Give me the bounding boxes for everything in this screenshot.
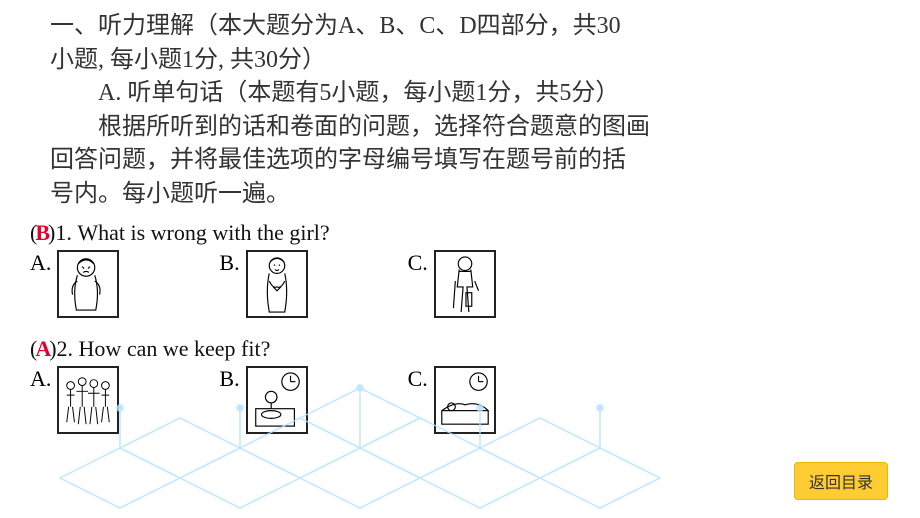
option-c: C. (408, 250, 496, 318)
option-label: B. (219, 250, 239, 276)
eating-clock-icon (246, 366, 308, 434)
option-b: B. (219, 250, 307, 318)
option-label: A. (30, 366, 51, 392)
paren-close: ) (49, 336, 56, 362)
option-a: A. (30, 366, 119, 434)
question-number: 2. (57, 336, 74, 362)
option-label: B. (219, 366, 239, 392)
back-to-toc-button[interactable]: 返回目录 (794, 462, 888, 500)
girl-stomachache-icon (246, 250, 308, 318)
instruction-line: 号内。每小题听一遍。 (50, 178, 890, 212)
boy-leg-icon (434, 250, 496, 318)
girl-headache-icon (57, 250, 119, 318)
option-label: C. (408, 250, 428, 276)
instruction-line: 根据所听到的话和卷面的问题，选择符合题意的图画 (50, 111, 890, 145)
instruction-line: 回答问题，并将最佳选项的字母编号填写在题号前的括 (50, 144, 890, 178)
question-1: ( B ) 1. What is wrong with the girl? A.… (30, 220, 890, 318)
group-exercise-icon (57, 366, 119, 434)
instruction-line: A. 听单句话（本题有5小题，每小题1分，共5分） (50, 77, 890, 111)
question-text: How can we keep fit? (79, 336, 271, 362)
options-row: A. B. (30, 366, 890, 434)
sleeping-clock-icon (434, 366, 496, 434)
paren-close: ) (48, 220, 55, 246)
option-label: A. (30, 250, 51, 276)
question-text: What is wrong with the girl? (77, 220, 329, 246)
instruction-line: 小题, 每小题1分, 共30分） (50, 44, 890, 78)
options-row: A. B. C. (30, 250, 890, 318)
question-number: 1. (55, 220, 72, 246)
instructions-block: 一、听力理解（本大题分为A、B、C、D四部分，共30 小题, 每小题1分, 共3… (50, 10, 890, 212)
option-b: B. (219, 366, 307, 434)
option-c: C. (408, 366, 496, 434)
question-2: ( A ) 2. How can we keep fit? A. (30, 336, 890, 434)
option-label: C. (408, 366, 428, 392)
option-a: A. (30, 250, 119, 318)
slide-content: 一、听力理解（本大题分为A、B、C、D四部分，共30 小题, 每小题1分, 共3… (0, 0, 920, 434)
instruction-line: 一、听力理解（本大题分为A、B、C、D四部分，共30 (50, 10, 890, 44)
